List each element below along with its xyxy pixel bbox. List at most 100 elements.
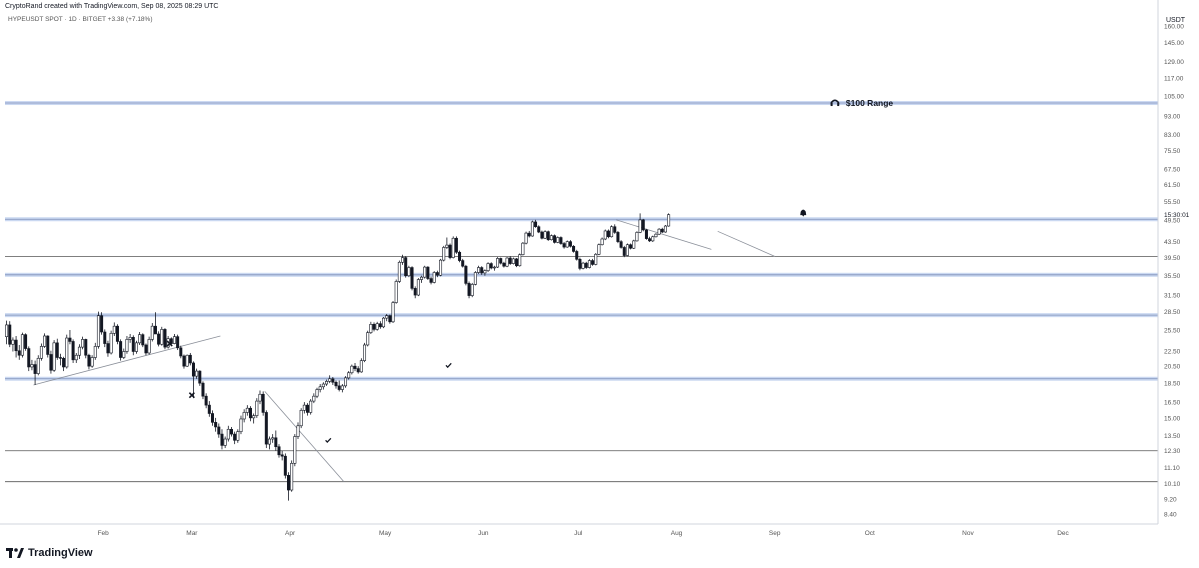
candle[interactable] bbox=[245, 405, 249, 416]
candle[interactable] bbox=[540, 230, 544, 240]
candle[interactable] bbox=[594, 253, 598, 266]
annotation[interactable] bbox=[800, 209, 807, 217]
candle[interactable] bbox=[290, 460, 294, 492]
candle[interactable] bbox=[160, 326, 164, 346]
candle[interactable] bbox=[128, 333, 132, 343]
candle[interactable] bbox=[185, 354, 189, 367]
candle[interactable] bbox=[179, 345, 183, 359]
candle[interactable] bbox=[236, 429, 240, 443]
candle[interactable] bbox=[521, 242, 525, 256]
candle[interactable] bbox=[464, 264, 468, 286]
candle[interactable] bbox=[5, 320, 9, 345]
candle[interactable] bbox=[363, 342, 367, 363]
candle[interactable] bbox=[58, 353, 62, 366]
candle[interactable] bbox=[562, 242, 566, 249]
candle[interactable] bbox=[309, 399, 313, 415]
candle[interactable] bbox=[84, 338, 88, 359]
candle[interactable] bbox=[458, 250, 462, 263]
candle[interactable] bbox=[553, 234, 557, 244]
candle[interactable] bbox=[239, 415, 243, 435]
candle[interactable] bbox=[106, 340, 110, 357]
trendline[interactable] bbox=[264, 391, 345, 482]
candle[interactable] bbox=[518, 253, 522, 267]
candle[interactable] bbox=[153, 312, 157, 335]
candle[interactable] bbox=[391, 300, 395, 324]
candle[interactable] bbox=[207, 401, 211, 417]
candle[interactable] bbox=[461, 258, 465, 268]
candle[interactable] bbox=[62, 356, 66, 372]
candle[interactable] bbox=[204, 393, 208, 409]
candle[interactable] bbox=[109, 330, 113, 355]
candle[interactable] bbox=[613, 224, 617, 234]
candle[interactable] bbox=[619, 240, 623, 249]
candle[interactable] bbox=[122, 348, 126, 360]
candle[interactable] bbox=[293, 434, 297, 467]
candle[interactable] bbox=[147, 336, 151, 355]
candle[interactable] bbox=[283, 453, 287, 479]
candle[interactable] bbox=[39, 343, 43, 361]
annotation[interactable] bbox=[325, 437, 332, 444]
candle[interactable] bbox=[581, 261, 585, 270]
candle[interactable] bbox=[115, 324, 119, 345]
candle[interactable] bbox=[625, 243, 629, 257]
candle[interactable] bbox=[432, 271, 436, 284]
candle[interactable] bbox=[81, 336, 85, 350]
candle[interactable] bbox=[489, 262, 493, 270]
candle[interactable] bbox=[299, 408, 303, 429]
candle[interactable] bbox=[382, 316, 386, 329]
candle[interactable] bbox=[629, 243, 633, 250]
candle[interactable] bbox=[141, 333, 145, 348]
candle[interactable] bbox=[280, 450, 284, 461]
candle[interactable] bbox=[90, 355, 94, 368]
candle[interactable] bbox=[648, 236, 652, 243]
candle[interactable] bbox=[448, 243, 452, 260]
candle[interactable] bbox=[470, 282, 474, 298]
candle[interactable] bbox=[125, 335, 129, 354]
candle[interactable] bbox=[473, 271, 477, 286]
candle[interactable] bbox=[306, 403, 310, 416]
candle[interactable] bbox=[267, 436, 271, 450]
candle[interactable] bbox=[112, 322, 116, 336]
candle[interactable] bbox=[524, 231, 528, 245]
candle[interactable] bbox=[537, 225, 541, 234]
candle[interactable] bbox=[138, 331, 142, 345]
candle[interactable] bbox=[480, 266, 484, 275]
candle[interactable] bbox=[660, 227, 664, 234]
candle[interactable] bbox=[68, 330, 72, 345]
candle[interactable] bbox=[388, 314, 392, 324]
candle[interactable] bbox=[397, 260, 401, 283]
candle[interactable] bbox=[467, 281, 471, 299]
candle[interactable] bbox=[416, 278, 420, 297]
candle[interactable] bbox=[353, 362, 357, 372]
candle[interactable] bbox=[172, 333, 176, 345]
candle[interactable] bbox=[229, 426, 233, 437]
candle[interactable] bbox=[233, 431, 237, 445]
candle[interactable] bbox=[515, 258, 519, 268]
candle[interactable] bbox=[584, 261, 588, 269]
candle[interactable] bbox=[651, 235, 655, 243]
candle[interactable] bbox=[439, 258, 443, 277]
candle[interactable] bbox=[134, 340, 138, 354]
candle[interactable] bbox=[356, 366, 360, 374]
candle[interactable] bbox=[616, 230, 620, 244]
candle[interactable] bbox=[530, 220, 534, 237]
candle[interactable] bbox=[587, 259, 591, 269]
annotation[interactable] bbox=[188, 392, 195, 399]
candle[interactable] bbox=[223, 436, 227, 449]
candle[interactable] bbox=[248, 406, 252, 422]
candle[interactable] bbox=[549, 234, 553, 241]
candle[interactable] bbox=[407, 265, 411, 278]
candle[interactable] bbox=[337, 380, 341, 392]
candle[interactable] bbox=[359, 358, 363, 373]
candle[interactable] bbox=[77, 344, 81, 360]
candle[interactable] bbox=[328, 375, 332, 384]
candle[interactable] bbox=[150, 323, 154, 342]
candle[interactable] bbox=[286, 472, 291, 501]
trendline[interactable] bbox=[616, 219, 712, 250]
candle[interactable] bbox=[483, 269, 487, 276]
candle[interactable] bbox=[527, 230, 531, 238]
candle[interactable] bbox=[198, 370, 202, 386]
candle[interactable] bbox=[144, 343, 148, 356]
candle[interactable] bbox=[435, 270, 439, 278]
candle[interactable] bbox=[413, 286, 417, 299]
